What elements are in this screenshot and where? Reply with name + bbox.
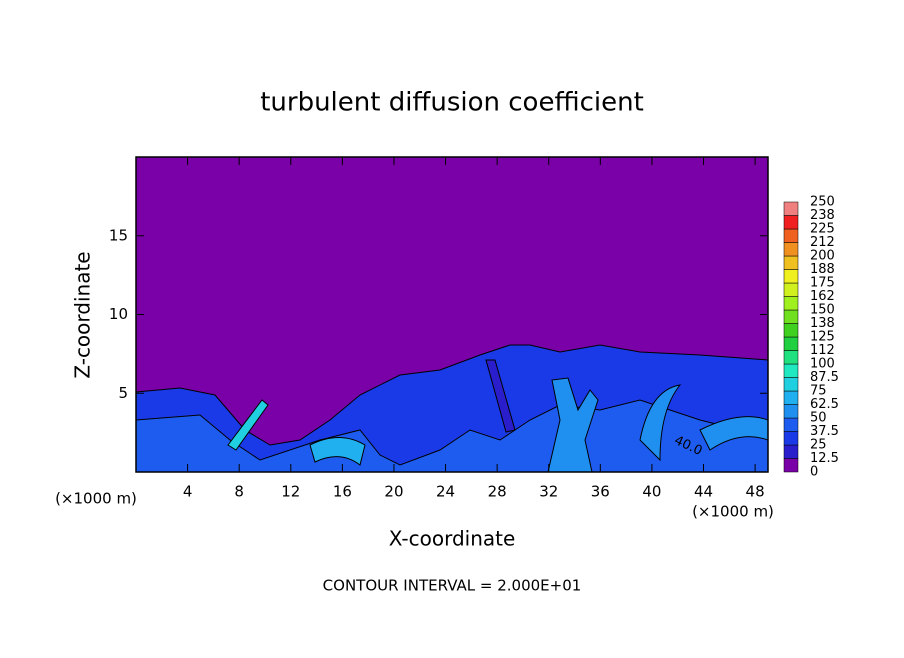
colorbar-segment	[783, 417, 799, 432]
x-axis-label: X-coordinate	[389, 527, 516, 551]
colorbar-label: 188	[810, 262, 835, 277]
y-tick-label: 5	[118, 384, 128, 402]
colorbar-label: 75	[810, 384, 827, 399]
x-tick-label: 12	[281, 483, 300, 501]
colorbar-label: 25	[810, 438, 827, 453]
colorbar-label: 200	[810, 249, 835, 264]
colorbar-segment	[783, 431, 799, 446]
x-tick-label: 40	[642, 483, 661, 501]
colorbar-segment	[783, 323, 799, 338]
contour-field	[135, 157, 769, 473]
colorbar-segment	[783, 296, 799, 311]
colorbar-label: 225	[810, 222, 835, 237]
colorbar-segment	[783, 377, 799, 392]
y-tick-label: 10	[109, 305, 128, 323]
x-unit-label: (×1000 m)	[692, 503, 774, 521]
x-tick-label: 4	[183, 483, 193, 501]
field-region	[227, 399, 269, 451]
footer-note: CONTOUR INTERVAL = 2.000E+01	[323, 577, 582, 595]
colorbar-label: 150	[810, 303, 835, 318]
colorbar-segment	[783, 363, 799, 378]
colorbar-label: 138	[810, 316, 835, 331]
colorbar-segment	[783, 336, 799, 351]
colorbar-label: 62.5	[810, 397, 839, 412]
x-tick-label: 32	[539, 483, 558, 501]
colorbar-segment	[783, 390, 799, 405]
colorbar-segment	[783, 228, 799, 243]
colorbar-label: 112	[810, 343, 835, 358]
colorbar-label: 12.5	[810, 451, 839, 466]
field-region	[485, 359, 516, 433]
colorbar-segment	[783, 201, 799, 216]
colorbar-segment	[783, 242, 799, 257]
colorbar-label: 100	[810, 357, 835, 372]
colorbar-label: 0	[810, 465, 818, 480]
chart-title: turbulent diffusion coefficient	[260, 88, 644, 118]
colorbar-label: 175	[810, 276, 835, 291]
colorbar-segment	[783, 458, 799, 473]
colorbar-label: 250	[810, 195, 835, 210]
colorbar-label: 238	[810, 208, 835, 223]
colorbar-segment	[783, 255, 799, 270]
colorbar-label: 50	[810, 411, 827, 426]
colorbar-label: 87.5	[810, 370, 839, 385]
colorbar-label: 212	[810, 235, 835, 250]
colorbar-segment	[783, 309, 799, 324]
x-tick-label: 24	[436, 483, 455, 501]
colorbar-label: 125	[810, 330, 835, 345]
colorbar-segment	[783, 404, 799, 419]
x-unit-label: (×1000 m)	[55, 490, 137, 508]
x-tick-label: 48	[746, 483, 765, 501]
colorbar-segment	[783, 215, 799, 230]
field-region	[309, 437, 366, 466]
x-tick-label: 20	[384, 483, 403, 501]
x-tick-label: 16	[333, 483, 352, 501]
colorbar-segment	[783, 444, 799, 459]
field-region	[547, 377, 599, 473]
colorbar-label: 37.5	[810, 424, 839, 439]
colorbar-segment	[783, 269, 799, 284]
colorbar-segment	[783, 350, 799, 365]
colorbar-segment	[783, 282, 799, 297]
field-region	[639, 384, 682, 462]
y-tick-label: 15	[109, 226, 128, 244]
x-tick-label: 28	[488, 483, 507, 501]
x-tick-label: 36	[591, 483, 610, 501]
colorbar-label: 162	[810, 289, 835, 304]
x-tick-label: 8	[234, 483, 244, 501]
x-tick-label: 44	[694, 483, 713, 501]
y-axis-label: Z-coordinate	[71, 251, 95, 378]
